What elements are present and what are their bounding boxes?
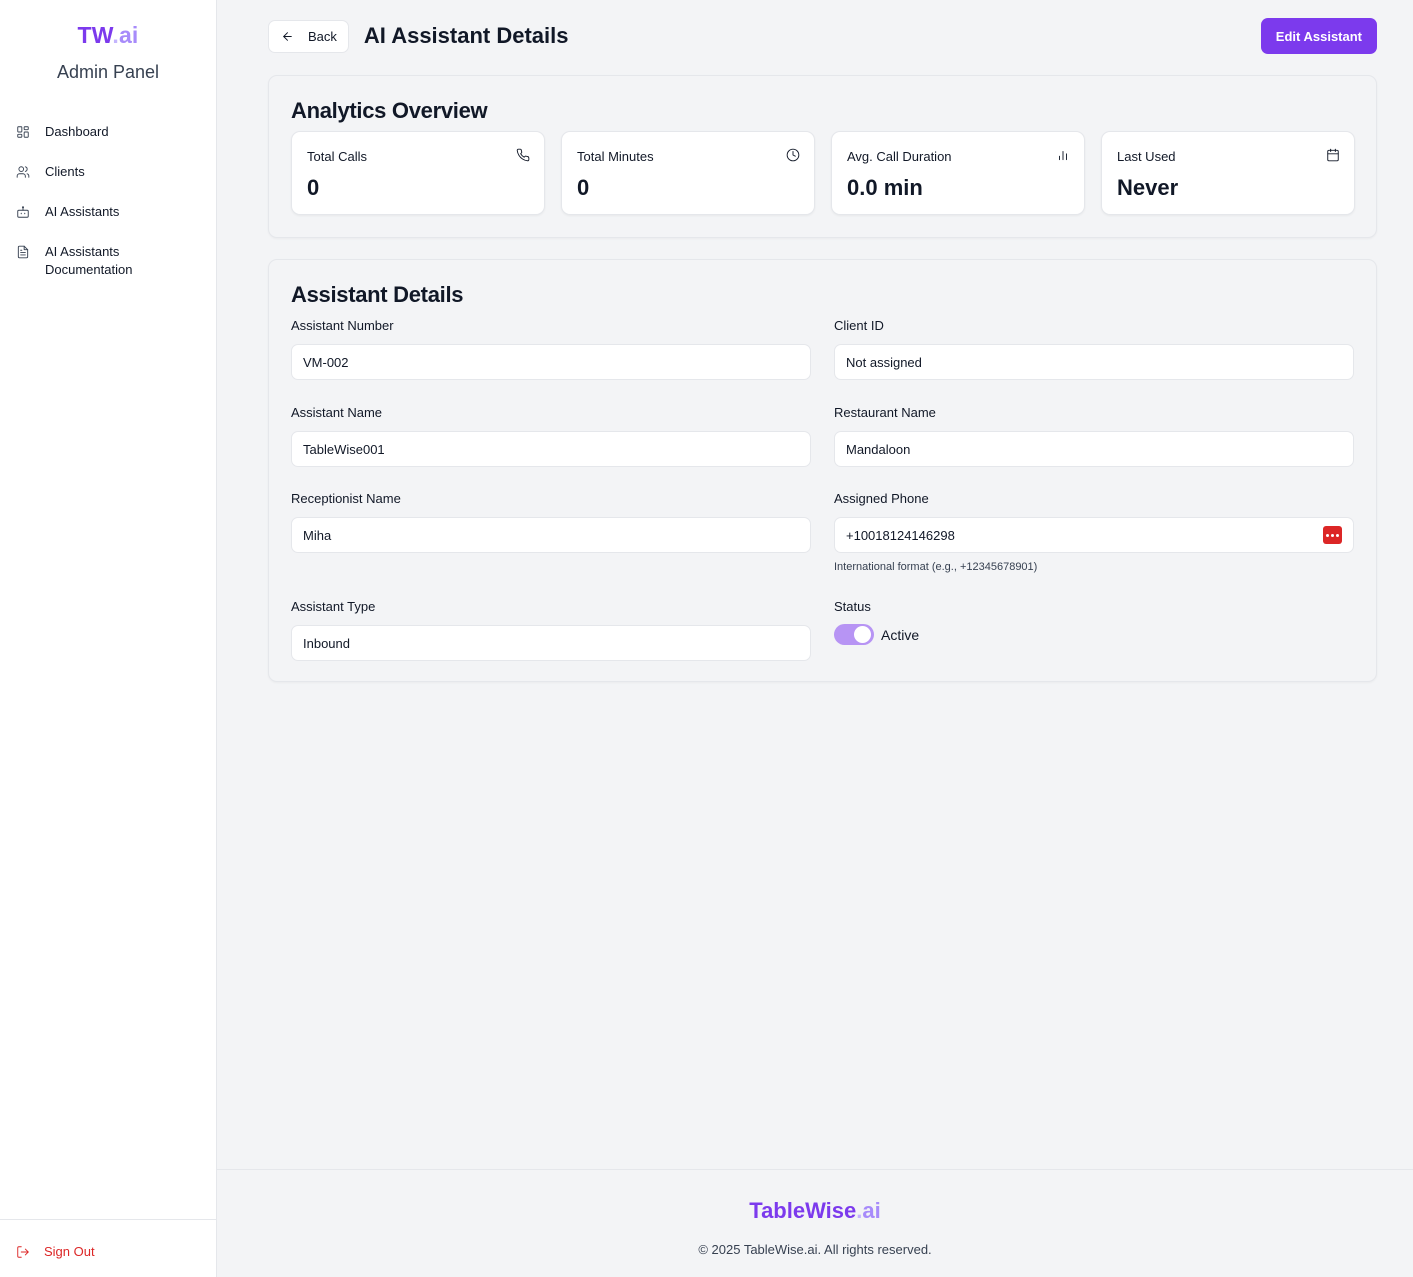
stat-value: 0 — [307, 175, 320, 200]
calendar-icon — [1326, 148, 1340, 162]
field-label: Client ID — [834, 318, 884, 333]
stat-last-used: Last Used Never — [1101, 131, 1355, 215]
stat-label: Total Minutes — [577, 149, 654, 164]
sidebar-item-label: AI Assistants — [45, 204, 120, 219]
sign-out-label: Sign Out — [44, 1244, 95, 1259]
field-label: Assistant Number — [291, 318, 394, 333]
users-icon — [16, 165, 30, 179]
field-label: Restaurant Name — [834, 405, 936, 420]
assigned-phone-input[interactable]: +10018124146298 — [834, 517, 1354, 553]
field-label: Assistant Name — [291, 405, 383, 420]
back-button-label: Back — [308, 28, 337, 44]
field-client-id: Client ID Not assigned — [834, 318, 1354, 380]
edit-assistant-button[interactable]: Edit Assistant — [1260, 18, 1377, 54]
brand: TW.ai Admin Panel — [0, 0, 216, 83]
status-label: Active — [881, 626, 920, 643]
field-assistant-number: Assistant Number VM-002 — [291, 318, 811, 380]
bot-icon — [16, 205, 30, 219]
field-assigned-phone: Assigned Phone +10018124146298 Internati… — [834, 491, 1354, 573]
stat-avg-call-duration: Avg. Call Duration 0.0 min — [831, 131, 1085, 215]
stat-label: Avg. Call Duration — [847, 149, 952, 164]
footer-logo-main: TableWise — [749, 1198, 857, 1223]
assistant-details-card: Assistant Details Assistant Number VM-00… — [268, 259, 1377, 682]
analytics-overview-card: Analytics Overview Total Calls 0 Total M… — [268, 75, 1377, 238]
sidebar-item-label: AI Assistants Documentation — [45, 244, 133, 277]
stat-value: Never — [1117, 175, 1179, 200]
phone-icon — [516, 148, 530, 162]
document-icon — [16, 245, 30, 259]
assistant-number-input[interactable]: VM-002 — [291, 344, 811, 380]
details-title: Assistant Details — [291, 282, 464, 307]
footer-logo-suffix: ai — [862, 1198, 881, 1223]
assigned-phone-value: +10018124146298 — [846, 527, 955, 543]
field-label: Assigned Phone — [834, 491, 929, 506]
field-label: Status — [834, 599, 871, 614]
brand-logo-dot: . — [112, 22, 119, 48]
sidebar-item-ai-assistants-documentation[interactable]: AI Assistants Documentation — [0, 243, 216, 279]
sidebar: TW.ai Admin Panel Dashboard Clients AI A… — [0, 0, 217, 1277]
analytics-title: Analytics Overview — [291, 98, 488, 123]
assistant-type-input[interactable]: Inbound — [291, 625, 811, 661]
sidebar-item-dashboard[interactable]: Dashboard — [0, 123, 216, 141]
field-label: Assistant Type — [291, 599, 376, 614]
main-content: Back AI Assistant Details Edit Assistant… — [217, 0, 1413, 1170]
page-header: Back AI Assistant Details Edit Assistant — [268, 18, 1377, 54]
field-status: Status Active — [834, 599, 1354, 645]
brand-subtitle: Admin Panel — [56, 62, 160, 82]
field-receptionist-name: Receptionist Name Miha — [291, 491, 811, 553]
stat-label: Last Used — [1117, 149, 1176, 164]
assistant-name-input[interactable]: TableWise001 — [291, 431, 811, 467]
stats-row: Total Calls 0 Total Minutes 0 Avg. Call … — [291, 131, 1355, 215]
brand-logo-main: TW — [77, 22, 113, 48]
field-restaurant-name: Restaurant Name Mandaloon — [834, 405, 1354, 467]
phone-format-hint: International format (e.g., +12345678901… — [834, 561, 1038, 573]
receptionist-name-input[interactable]: Miha — [291, 517, 811, 553]
footer-logo: TableWise.ai — [217, 1198, 1413, 1224]
stat-value: 0.0 min — [847, 175, 923, 200]
client-id-input[interactable]: Not assigned — [834, 344, 1354, 380]
sidebar-nav: Dashboard Clients AI Assistants AI Assis… — [0, 123, 216, 279]
stat-total-minutes: Total Minutes 0 — [561, 131, 815, 215]
field-assistant-name: Assistant Name TableWise001 — [291, 405, 811, 467]
clock-icon — [786, 148, 800, 162]
status-toggle-row: Active — [834, 624, 1354, 645]
footer: TableWise.ai © 2025 TableWise.ai. All ri… — [217, 1169, 1413, 1277]
field-label: Receptionist Name — [291, 491, 401, 506]
restaurant-name-input[interactable]: Mandaloon — [834, 431, 1354, 467]
field-assistant-type: Assistant Type Inbound — [291, 599, 811, 661]
sidebar-item-label: Dashboard — [45, 124, 109, 139]
toggle-knob — [854, 626, 871, 643]
page-title: AI Assistant Details — [363, 23, 569, 48]
sidebar-item-ai-assistants[interactable]: AI Assistants — [0, 203, 216, 221]
bar-chart-icon — [1056, 148, 1070, 162]
back-button[interactable]: Back — [268, 19, 349, 53]
dashboard-grid-icon — [16, 125, 30, 139]
brand-logo-suffix: ai — [118, 22, 139, 48]
footer-logo-dot: . — [856, 1198, 863, 1223]
stat-value: 0 — [577, 175, 590, 200]
footer-copyright: © 2025 TableWise.ai. All rights reserved… — [698, 1242, 932, 1257]
status-toggle[interactable] — [834, 624, 874, 645]
logout-icon — [17, 1245, 29, 1258]
sign-out-button[interactable]: Sign Out — [0, 1220, 216, 1259]
stat-total-calls: Total Calls 0 — [291, 131, 545, 215]
sidebar-item-label: Clients — [45, 164, 85, 179]
stat-label: Total Calls — [307, 149, 367, 164]
brand-logo[interactable]: TW.ai — [0, 22, 216, 49]
more-options-icon[interactable] — [1323, 526, 1342, 544]
sidebar-item-clients[interactable]: Clients — [0, 163, 216, 181]
arrow-left-icon — [283, 31, 292, 41]
signout-section: Sign Out — [0, 1219, 216, 1277]
